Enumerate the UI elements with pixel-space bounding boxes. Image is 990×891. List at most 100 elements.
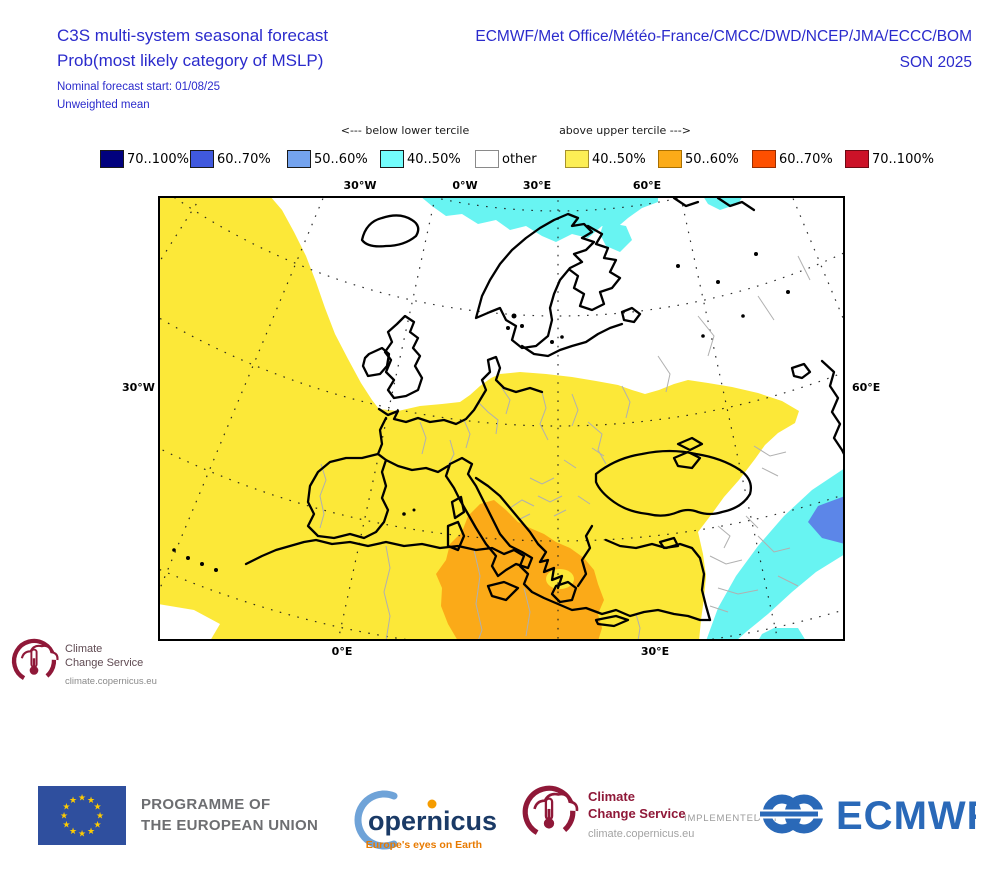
coast-arctic-marks2	[672, 196, 700, 208]
axis-bottom-label: 30°E	[640, 645, 670, 658]
ecmwf-wordmark: ECMWF	[836, 794, 976, 838]
title-line-1: C3S multi-system seasonal forecast	[57, 26, 329, 45]
copernicus-tagline: Europe's eyes on Earth	[366, 839, 482, 851]
title-line-2: Prob(most likely category of MSLP)	[57, 51, 324, 70]
small-islands	[172, 252, 790, 572]
axis-top-label: 0°W	[452, 179, 478, 192]
svg-text:★: ★	[78, 794, 86, 804]
eu-programme-line2: THE EUROPEAN UNION	[141, 817, 319, 834]
side-ccs-line1: Climate	[65, 643, 103, 655]
legend-label: 60..70%	[217, 151, 271, 167]
coast-scandinavia	[474, 212, 596, 350]
legend-item: 70..100%	[845, 148, 934, 170]
legend-label: other	[502, 151, 537, 167]
svg-text:★: ★	[60, 812, 68, 822]
coast-baltic	[520, 322, 624, 358]
coast-crete	[594, 614, 630, 628]
coast-ireland	[361, 346, 391, 378]
coast-nw-europe	[377, 355, 544, 426]
region-below-50-60	[808, 496, 845, 544]
region-below-40-50-north2	[703, 196, 743, 210]
legend-swatch	[658, 150, 682, 168]
footer-ccs-line2: Change Service	[588, 806, 686, 821]
svg-text:★: ★	[87, 827, 95, 837]
coast-biscay	[376, 416, 388, 456]
coast-britain	[383, 314, 424, 400]
coast-north-africa	[244, 538, 712, 622]
coast-crimea	[672, 450, 702, 470]
legend-item: 70..100%	[100, 148, 189, 170]
ccs-glyph	[11, 638, 59, 683]
legend-label: 70..100%	[127, 151, 189, 167]
above-tercile-caption: above upper tercile --->	[559, 124, 691, 137]
legend-label: 40..50%	[592, 151, 646, 167]
forecast-map	[158, 196, 845, 641]
ecmwf-logo: ECMWF	[756, 786, 990, 844]
lake-ladoga	[620, 306, 642, 324]
legend-swatch	[475, 150, 499, 168]
legend-label: 50..60%	[314, 151, 368, 167]
region-below-40-50-whitesea	[600, 222, 632, 252]
side-ccs-url: climate.copernicus.eu	[65, 676, 157, 687]
region-below-40-50-bottom	[758, 628, 806, 641]
region-other-corner	[158, 604, 220, 641]
region-below-40-50-north	[420, 196, 658, 242]
eu-stars: ★★★ ★★★ ★★★ ★ ★★	[60, 794, 104, 840]
svg-text:★: ★	[62, 821, 70, 831]
legend-label: 70..100%	[872, 151, 934, 167]
implemented-by-label: IMPLEMENTED BY	[684, 813, 780, 824]
svg-text:★: ★	[62, 803, 70, 813]
footer-ccs-line1: Climate	[588, 789, 635, 804]
axis-left-label: 30°W	[122, 381, 155, 394]
eu-flag: ★ ★ ★ ★ ★ ★ ★ ★ ★ ★ ★ ★	[38, 786, 126, 845]
region-above-40-50	[158, 196, 799, 641]
coast-france-south	[384, 458, 450, 474]
legend-item: 60..70%	[190, 148, 271, 170]
coast-blacksea	[594, 449, 753, 517]
legend-label: 60..70%	[779, 151, 833, 167]
legend-swatch	[845, 150, 869, 168]
coast-iberia	[306, 452, 390, 540]
legend-item: 40..50%	[380, 148, 461, 170]
coast-italy	[444, 456, 534, 578]
country-borders	[319, 255, 811, 641]
legend-swatch	[287, 150, 311, 168]
legend-item: 60..70%	[752, 148, 833, 170]
region-below-40-50-band	[706, 468, 845, 641]
map-svg	[158, 196, 845, 641]
axis-top-label: 30°E	[522, 179, 552, 192]
coast-arctic-marks	[716, 196, 756, 212]
coast-turkey-levant	[604, 538, 712, 622]
coast-balkan	[474, 476, 564, 590]
copernicus-logo: opernicus Europe's eyes on Earth	[340, 788, 500, 858]
map-frame	[158, 196, 845, 641]
legend-item: other	[475, 148, 537, 170]
graticule	[158, 196, 845, 641]
side-ccs-line2: Change Service	[65, 657, 144, 669]
coast-karelia	[568, 224, 622, 312]
coast-sardinia	[446, 520, 466, 552]
legend-item: 50..60%	[658, 148, 739, 170]
svg-text:★: ★	[78, 830, 86, 840]
axis-top-label: 30°W	[343, 179, 377, 192]
coast-corsica	[450, 495, 466, 520]
coast-iceland	[360, 214, 420, 248]
copernicus-crescent	[354, 790, 398, 850]
legend-item: 40..50%	[565, 148, 646, 170]
svg-text:★: ★	[87, 796, 95, 806]
copernicus-wordmark: opernicus	[368, 806, 497, 836]
forecast-start-note: Nominal forecast start: 01/08/25	[57, 81, 220, 93]
copernicus-dot	[427, 799, 437, 809]
legend-swatch	[380, 150, 404, 168]
legend-label: 40..50%	[407, 151, 461, 167]
eu-programme-text: PROGRAMME OF THE EUROPEAN UNION	[141, 794, 318, 836]
svg-text:★: ★	[94, 803, 102, 813]
season-label: SON 2025	[899, 54, 972, 71]
axis-bottom-label: 0°E	[331, 645, 353, 658]
lake-east	[790, 362, 812, 380]
axis-top-label: 60°E	[632, 179, 662, 192]
weighting-note: Unweighted mean	[57, 99, 150, 111]
legend-swatch	[100, 150, 124, 168]
coast-azov	[676, 436, 704, 452]
systems-list: ECMWF/Met Office/Météo-France/CMCC/DWD/N…	[475, 28, 972, 45]
